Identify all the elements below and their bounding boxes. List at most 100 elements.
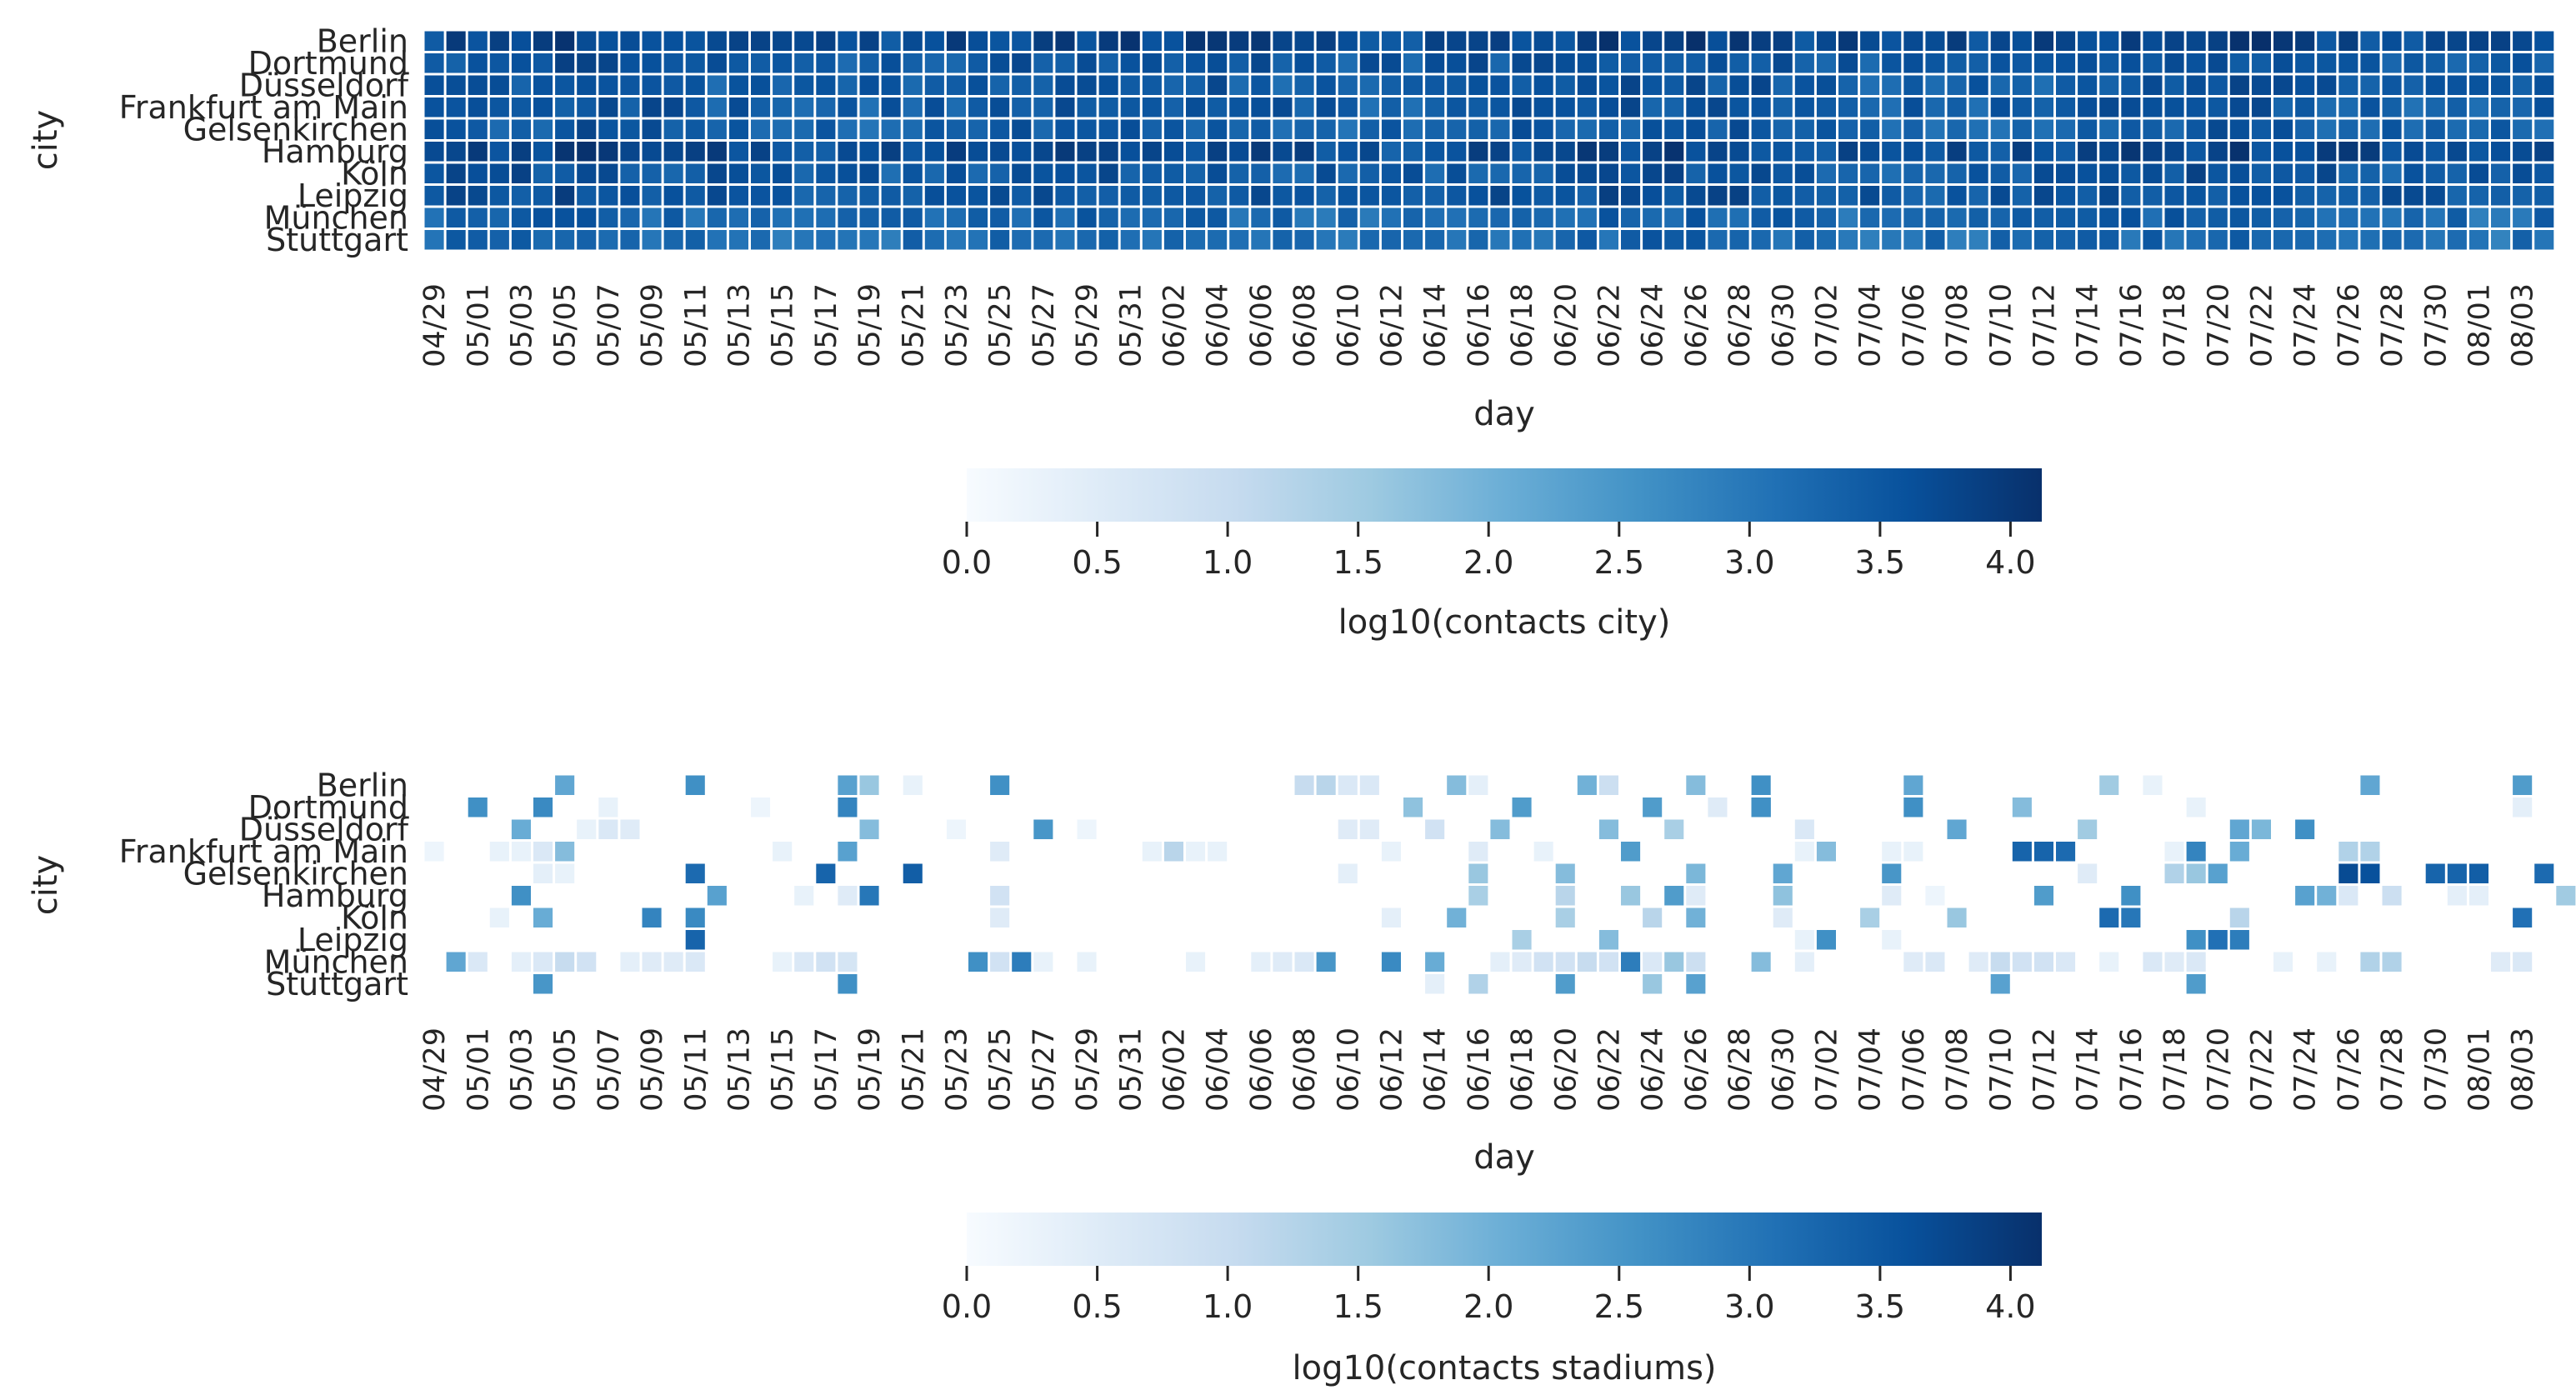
heatmap-cell xyxy=(1077,230,1097,250)
heatmap-cell xyxy=(685,75,705,95)
y-tick-label: München xyxy=(264,199,408,236)
heatmap-cell xyxy=(838,98,858,118)
heatmap-cell xyxy=(1359,119,1379,139)
heatmap-cell xyxy=(1794,142,1814,162)
heatmap-cell xyxy=(2360,119,2380,139)
colorbar-tick-label: 3.5 xyxy=(1855,1288,1905,1325)
heatmap-cell xyxy=(1120,163,1140,183)
heatmap-cell xyxy=(577,208,597,228)
heatmap-cell xyxy=(1751,98,1771,118)
heatmap-cell xyxy=(2338,863,2358,883)
heatmap-cell xyxy=(707,75,727,95)
heatmap-cell xyxy=(881,142,901,162)
heatmap-cell xyxy=(1621,163,1641,183)
heatmap-cell xyxy=(1751,208,1771,228)
heatmap-cell xyxy=(968,163,988,183)
colorbar-tick-label: 4.0 xyxy=(1985,1288,2035,1325)
heatmap-cell xyxy=(2099,142,2119,162)
heatmap-cell xyxy=(1512,208,1532,228)
heatmap-cell xyxy=(2360,186,2380,206)
heatmap-cell xyxy=(2513,798,2533,818)
x-tick-label: 05/31 xyxy=(1114,283,1148,368)
heatmap-cell xyxy=(2012,163,2032,183)
heatmap-cell xyxy=(1381,53,1401,73)
heatmap-cell xyxy=(446,75,466,95)
heatmap-cell xyxy=(2317,230,2337,250)
heatmap-cell xyxy=(2012,53,2032,73)
heatmap-cell xyxy=(1751,75,1771,95)
heatmap-cell xyxy=(1490,230,1510,250)
heatmap-cell xyxy=(1512,142,1532,162)
heatmap-cell xyxy=(1208,842,1228,862)
heatmap-cell xyxy=(1077,142,1097,162)
x-tick-label: 07/10 xyxy=(1984,283,2018,368)
heatmap-cell xyxy=(1033,952,1053,972)
heatmap-cell xyxy=(1947,142,1967,162)
heatmap-cell xyxy=(728,163,748,183)
x-tick-label: 06/08 xyxy=(1288,1028,1322,1112)
heatmap-cell xyxy=(1729,31,1749,51)
heatmap-cell xyxy=(2491,952,2511,972)
heatmap-cell xyxy=(946,31,966,51)
heatmap-cell xyxy=(1425,53,1445,73)
heatmap-cell xyxy=(620,208,640,228)
heatmap-cell xyxy=(1468,98,1488,118)
heatmap-cell xyxy=(2056,31,2076,51)
heatmap-cell xyxy=(773,208,793,228)
heatmap-cell xyxy=(1294,53,1314,73)
heatmap-cell xyxy=(1882,230,1902,250)
heatmap-cell xyxy=(642,908,662,928)
heatmap-cell xyxy=(685,53,705,73)
heatmap-cell xyxy=(1729,230,1749,250)
heatmap-cell xyxy=(1686,886,1706,906)
heatmap-cell xyxy=(1860,53,1880,73)
heatmap-cell xyxy=(838,886,858,906)
heatmap-cell xyxy=(1033,142,1053,162)
heatmap-cell xyxy=(2382,230,2402,250)
heatmap-cell xyxy=(1098,119,1118,139)
heatmap-cell xyxy=(1359,75,1379,95)
heatmap-cell xyxy=(663,142,683,162)
heatmap-cell xyxy=(2360,31,2380,51)
heatmap-cell xyxy=(1186,142,1206,162)
heatmap-cell xyxy=(773,98,793,118)
heatmap-cell xyxy=(1316,952,1336,972)
heatmap-cell xyxy=(1664,952,1684,972)
heatmap-cell xyxy=(1055,53,1075,73)
heatmap-cell xyxy=(2425,208,2445,228)
heatmap-cell xyxy=(2099,119,2119,139)
heatmap-cell xyxy=(468,952,488,972)
x-tick-label: 05/19 xyxy=(853,283,887,368)
heatmap-cell xyxy=(2513,53,2533,73)
heatmap-cell xyxy=(1533,230,1553,250)
heatmap-cell xyxy=(489,98,509,118)
heatmap-cell xyxy=(2273,53,2293,73)
heatmap-cell xyxy=(1968,53,1988,73)
heatmap-cell xyxy=(881,186,901,206)
heatmap-cell xyxy=(2513,908,2533,928)
heatmap-cell xyxy=(2078,208,2098,228)
heatmap-cell xyxy=(1490,142,1510,162)
heatmap-cell xyxy=(1708,163,1728,183)
heatmap-cell xyxy=(1120,208,1140,228)
heatmap-cell xyxy=(2534,230,2554,250)
heatmap-cell xyxy=(1968,119,1988,139)
heatmap-cell xyxy=(1142,75,1162,95)
x-tick-label: 07/02 xyxy=(1811,283,1844,368)
heatmap-cell xyxy=(1533,31,1553,51)
heatmap-cell xyxy=(1990,31,2010,51)
heatmap-cell xyxy=(2382,98,2402,118)
heatmap-cell xyxy=(2208,208,2228,228)
heatmap-cell xyxy=(751,230,771,250)
heatmap-cell xyxy=(511,208,531,228)
heatmap-cell xyxy=(990,119,1010,139)
heatmap-cell xyxy=(1338,186,1358,206)
heatmap-cell xyxy=(924,31,944,51)
heatmap-cell xyxy=(1708,98,1728,118)
heatmap-cell xyxy=(1338,75,1358,95)
heatmap-cell xyxy=(1968,163,1988,183)
heatmap-cell xyxy=(2382,208,2402,228)
heatmap-cell xyxy=(2186,163,2206,183)
heatmap-cell xyxy=(1447,98,1467,118)
heatmap-cell xyxy=(1621,75,1641,95)
